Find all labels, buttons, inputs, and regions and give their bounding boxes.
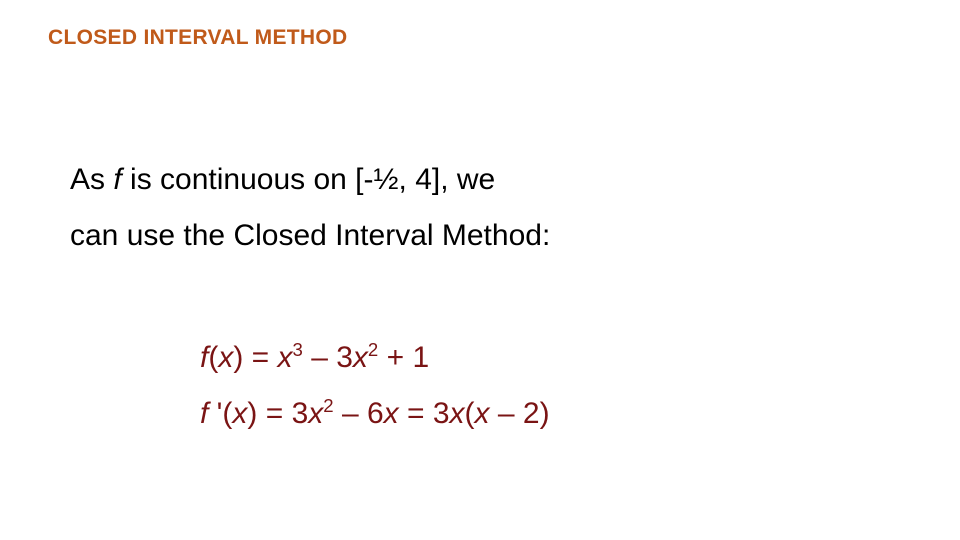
exp: 2	[368, 339, 378, 360]
var-x: x	[278, 341, 293, 374]
slide-heading: CLOSED INTERVAL METHOD	[48, 26, 347, 50]
text: ) =	[233, 341, 277, 374]
text: is continuous on [-½, 4], we	[122, 163, 496, 196]
var-x: x	[232, 397, 247, 430]
body-line-1: As f is continuous on [-½, 4], we	[70, 152, 550, 208]
formula-block: f(x) = x3 – 3x2 + 1 f '(x) = 3x2 – 6x = …	[200, 330, 550, 441]
text: ) = 3	[247, 397, 308, 430]
var-x: x	[475, 397, 490, 430]
var-x: x	[450, 397, 465, 430]
var-f: f	[200, 397, 217, 430]
text: (	[208, 341, 218, 374]
text: – 2)	[490, 397, 550, 430]
body-line-2: can use the Closed Interval Method:	[70, 208, 550, 264]
text: As	[70, 163, 113, 196]
var-f: f	[113, 163, 121, 196]
text: = 3	[399, 397, 450, 430]
text: (	[465, 397, 475, 430]
exp: 2	[323, 395, 333, 416]
text: '(	[217, 397, 233, 430]
slide: CLOSED INTERVAL METHOD As f is continuou…	[0, 0, 960, 540]
text: – 6	[334, 397, 384, 430]
var-x: x	[353, 341, 368, 374]
var-x: x	[218, 341, 233, 374]
text: – 3	[303, 341, 353, 374]
text: + 1	[378, 341, 429, 374]
var-x: x	[308, 397, 323, 430]
exp: 3	[293, 339, 303, 360]
body-text: As f is continuous on [-½, 4], we can us…	[70, 152, 550, 263]
formula-fx: f(x) = x3 – 3x2 + 1	[200, 330, 550, 386]
var-x: x	[384, 397, 399, 430]
formula-fprime: f '(x) = 3x2 – 6x = 3x(x – 2)	[200, 386, 550, 442]
